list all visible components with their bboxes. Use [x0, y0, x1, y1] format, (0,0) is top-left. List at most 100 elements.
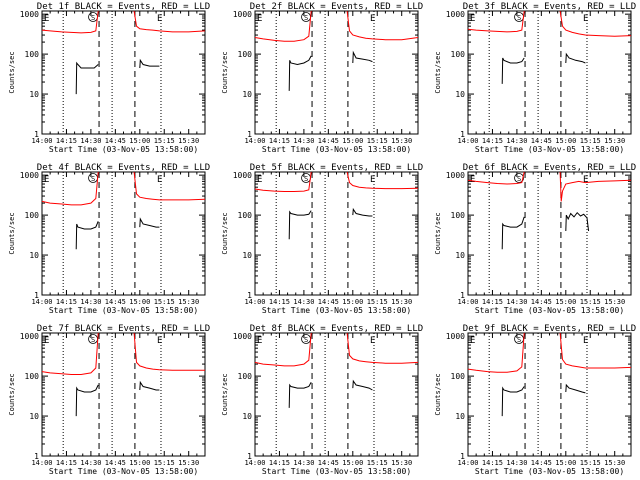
- x-tick-label: 15:00: [129, 298, 150, 306]
- x-tick-label: 14:00: [244, 298, 265, 306]
- lld-series-line: [41, 332, 99, 375]
- y-tick-label: 1000: [446, 171, 465, 180]
- events-series-line: [288, 210, 312, 240]
- y-tick-label: 1000: [20, 10, 39, 19]
- lld-series-line: [559, 10, 632, 37]
- x-tick-label: 14:30: [506, 137, 527, 145]
- y-tick-label: 1: [34, 291, 39, 300]
- events-series-line: [288, 382, 312, 408]
- x-tick-label: 15:00: [555, 298, 576, 306]
- lld-series-line: [346, 10, 419, 41]
- x-tick-label: 14:45: [531, 298, 552, 306]
- x-tick-label: 15:15: [154, 137, 175, 145]
- y-tick-label: 10: [242, 90, 252, 99]
- events-series-line: [352, 207, 373, 217]
- x-tick-label: 15:00: [555, 459, 576, 467]
- x-tick-label: 15:30: [391, 137, 412, 145]
- x-tick-label: 14:00: [244, 137, 265, 145]
- x-tick-label: 15:00: [342, 298, 363, 306]
- y-axis-label: Counts/sec: [221, 212, 229, 254]
- events-series-line: [352, 50, 373, 64]
- x-tick-label: 14:15: [269, 137, 290, 145]
- marker-eclipse-start-label: E: [44, 175, 49, 185]
- x-tick-label: 14:15: [56, 137, 77, 145]
- x-tick-label: 14:30: [293, 137, 314, 145]
- x-axis-label: Start Time (03-Nov-05 13:58:00): [49, 306, 198, 315]
- marker-saa-label: S: [517, 175, 521, 183]
- axis-frame: [254, 171, 419, 296]
- y-axis-label: Counts/sec: [434, 212, 442, 254]
- marker-eclipse-start-label: E: [470, 175, 475, 185]
- y-tick-label: 1: [460, 291, 465, 300]
- x-axis-label: Start Time (03-Nov-05 13:58:00): [475, 145, 624, 154]
- y-tick-label: 1: [34, 452, 39, 461]
- x-tick-label: 15:15: [580, 459, 601, 467]
- lld-series-line: [346, 171, 419, 190]
- panel-title: Det 7f BLACK = Events, RED = LLD: [37, 324, 210, 334]
- events-series-line: [75, 221, 99, 250]
- x-tick-label: 14:45: [318, 459, 339, 467]
- x-tick-label: 14:30: [506, 459, 527, 467]
- y-tick-label: 100: [238, 372, 253, 381]
- y-tick-label: 10: [242, 412, 252, 421]
- x-tick-label: 14:30: [80, 459, 101, 467]
- lld-series-line: [254, 332, 312, 367]
- y-tick-label: 1000: [233, 10, 252, 19]
- y-tick-label: 1: [34, 130, 39, 139]
- marker-eclipse-end-label: E: [157, 336, 162, 346]
- events-series-line: [501, 57, 525, 84]
- y-tick-label: 10: [455, 90, 465, 99]
- x-tick-label: 15:30: [604, 459, 625, 467]
- x-tick-label: 14:15: [482, 298, 503, 306]
- x-tick-label: 15:00: [342, 137, 363, 145]
- panel-title: Det 8f BLACK = Events, RED = LLD: [250, 324, 423, 334]
- panel-title: Det 9f BLACK = Events, RED = LLD: [463, 324, 636, 334]
- x-tick-label: 15:15: [367, 459, 388, 467]
- y-tick-label: 100: [238, 50, 253, 59]
- events-series-line: [565, 52, 586, 64]
- x-tick-label: 15:15: [580, 298, 601, 306]
- panel-title: Det 2f BLACK = Events, RED = LLD: [250, 2, 423, 12]
- marker-saa-label: S: [517, 336, 521, 344]
- x-tick-label: 15:15: [154, 459, 175, 467]
- y-tick-label: 100: [451, 372, 466, 381]
- x-tick-label: 15:00: [555, 137, 576, 145]
- y-tick-label: 100: [451, 211, 466, 220]
- x-tick-label: 14:45: [318, 137, 339, 145]
- y-tick-label: 10: [29, 251, 39, 260]
- x-tick-label: 15:30: [178, 137, 199, 145]
- panel-det-2: Det 2f BLACK = Events, RED = LLD 1 10 100 10…: [221, 2, 423, 154]
- x-axis-label: Start Time (03-Nov-05 13:58:00): [49, 467, 198, 476]
- marker-eclipse-end-label: E: [583, 14, 588, 24]
- y-tick-label: 1000: [233, 332, 252, 341]
- marker-eclipse-start-label: E: [257, 175, 262, 185]
- x-axis-label: Start Time (03-Nov-05 13:58:00): [262, 467, 411, 476]
- events-series-line: [352, 379, 373, 391]
- x-tick-label: 14:15: [482, 459, 503, 467]
- y-tick-label: 1000: [20, 332, 39, 341]
- x-tick-label: 14:15: [56, 459, 77, 467]
- events-series-line: [75, 384, 99, 417]
- marker-saa-circle: [514, 173, 524, 183]
- x-tick-label: 15:15: [154, 298, 175, 306]
- marker-eclipse-end-label: E: [370, 175, 375, 185]
- axis-frame: [467, 171, 632, 296]
- marker-eclipse-start-label: E: [470, 14, 475, 24]
- marker-saa-label: S: [91, 336, 95, 344]
- panel-title: Det 1f BLACK = Events, RED = LLD: [37, 2, 210, 12]
- y-axis-label: Counts/sec: [8, 373, 16, 415]
- x-tick-label: 14:30: [80, 298, 101, 306]
- x-tick-label: 14:30: [80, 137, 101, 145]
- x-tick-label: 14:30: [293, 298, 314, 306]
- panel-det-7: Det 7f BLACK = Events, RED = LLD 1 10 100 10…: [8, 324, 210, 476]
- axis-frame: [254, 10, 419, 135]
- marker-saa-label: S: [304, 14, 308, 22]
- x-tick-label: 15:00: [342, 459, 363, 467]
- marker-eclipse-start-label: E: [44, 336, 49, 346]
- lld-series-line: [346, 332, 419, 364]
- lld-series-line: [133, 332, 205, 371]
- x-tick-label: 14:00: [31, 459, 52, 467]
- x-tick-label: 14:45: [531, 459, 552, 467]
- x-tick-label: 14:00: [457, 459, 478, 467]
